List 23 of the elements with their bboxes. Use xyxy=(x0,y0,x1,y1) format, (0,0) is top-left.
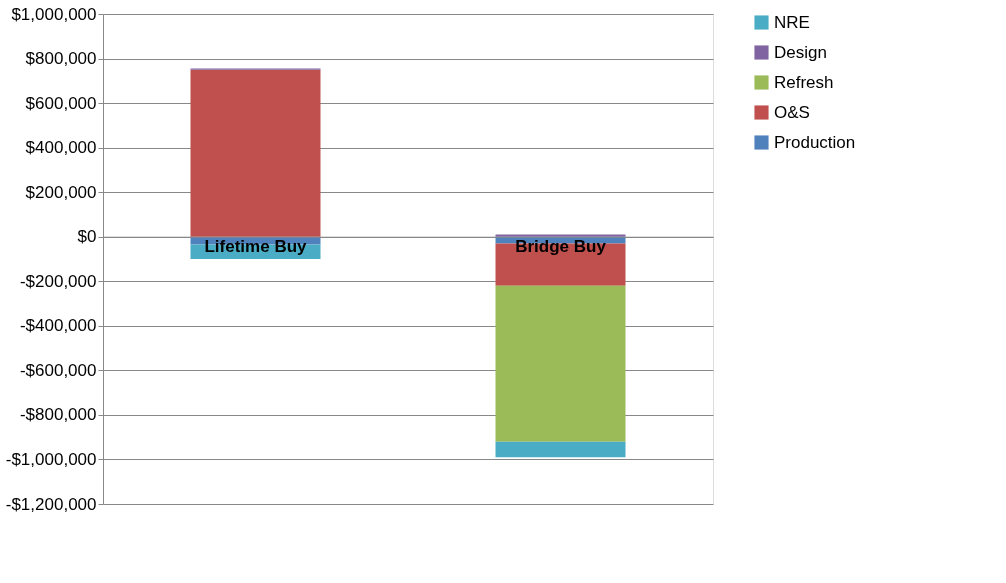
y-tick-label: -$1,000,000 xyxy=(5,449,97,469)
bar xyxy=(190,69,321,237)
bar xyxy=(495,234,626,237)
y-tick-label: -$600,000 xyxy=(19,360,97,380)
legend-label: O&S xyxy=(774,102,810,122)
legend-label: Refresh xyxy=(774,72,834,92)
y-tick-label: $400,000 xyxy=(25,138,97,158)
y-tick-label: $0 xyxy=(77,227,97,247)
y-tick-label: $800,000 xyxy=(25,49,97,69)
y-tick-label: $200,000 xyxy=(25,182,97,202)
x-tick-label: Bridge Buy xyxy=(515,237,607,257)
y-tick-label: -$400,000 xyxy=(19,316,97,336)
legend-label: Production xyxy=(774,132,856,152)
bar xyxy=(495,285,626,442)
legend-label: Design xyxy=(774,42,827,62)
bar xyxy=(495,441,626,458)
y-tick-label: -$1,200,000 xyxy=(5,494,97,514)
legend-label: NRE xyxy=(774,12,810,32)
y-tick-label: $600,000 xyxy=(25,93,97,113)
y-tick-label: -$200,000 xyxy=(19,271,97,291)
y-tick-label: -$800,000 xyxy=(19,405,97,425)
y-tick-label: $1,000,000 xyxy=(11,4,97,24)
x-tick-label: Lifetime Buy xyxy=(204,237,308,257)
